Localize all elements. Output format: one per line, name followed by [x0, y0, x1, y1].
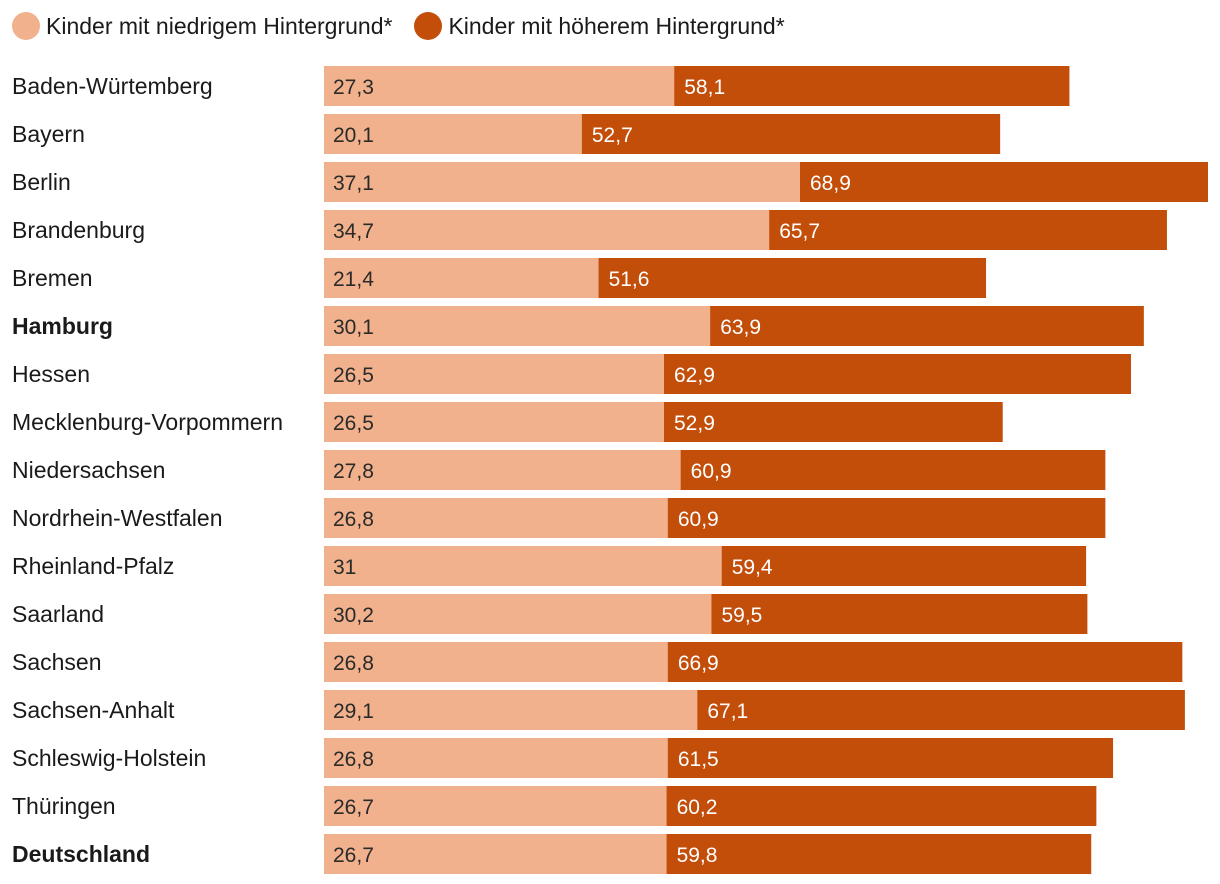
value-label-high: 66,9	[678, 652, 719, 675]
bar-low	[324, 306, 711, 346]
legend-label-low: Kinder mit niedrigem Hintergrund*	[46, 12, 393, 39]
bar-row-deutschland: Deutschland 26,7 59,8	[12, 834, 1092, 874]
value-label-high: 63,9	[720, 316, 761, 339]
value-label-low: 34,7	[333, 220, 374, 243]
value-label-low: 26,5	[333, 412, 374, 435]
bar-row-mecklenburg-vorpommern: Mecklenburg-Vorpommern 26,5 52,9	[12, 402, 1003, 442]
value-label-high: 60,2	[677, 796, 718, 819]
value-label-high: 59,4	[732, 556, 773, 579]
category-label: Sachsen	[12, 649, 102, 675]
bar-low	[324, 786, 667, 826]
value-label-low: 27,8	[333, 460, 374, 483]
value-label-low: 26,8	[333, 652, 374, 675]
category-label: Hessen	[12, 361, 90, 387]
value-label-high: 62,9	[674, 364, 715, 387]
bar-row-nordrhein-westfalen: Nordrhein-Westfalen 26,8 60,9	[12, 498, 1106, 538]
value-label-low: 30,1	[333, 316, 374, 339]
bar-low	[324, 546, 722, 586]
value-label-high: 59,8	[677, 844, 718, 867]
bar-low	[324, 450, 681, 490]
value-label-high: 52,7	[592, 124, 633, 147]
bar-row-baden-würtemberg: Baden-Würtemberg 27,3 58,1	[12, 66, 1070, 106]
value-label-low: 26,8	[333, 508, 374, 531]
bar-low	[324, 642, 668, 682]
category-label: Rheinland-Pfalz	[12, 553, 174, 579]
bar-low	[324, 258, 599, 298]
legend-dot-low-icon	[12, 12, 40, 40]
bar-row-thüringen: Thüringen 26,7 60,2	[12, 786, 1097, 826]
value-label-low: 30,2	[333, 604, 374, 627]
category-label: Deutschland	[12, 841, 150, 867]
value-label-low: 26,7	[333, 796, 374, 819]
legend-label-high: Kinder mit höherem Hintergrund*	[448, 12, 785, 39]
bar-row-hamburg: Hamburg 30,1 63,9	[12, 306, 1144, 346]
value-label-low: 29,1	[333, 700, 374, 723]
bar-low	[324, 162, 800, 202]
bar-row-berlin: Berlin 37,1 68,9	[12, 162, 1208, 202]
bar-row-saarland: Saarland 30,2 59,5	[12, 594, 1088, 634]
value-label-high: 68,9	[810, 172, 851, 195]
bar-low	[324, 114, 582, 154]
legend: Kinder mit niedrigem Hintergrund* Kinder…	[12, 8, 807, 44]
bar-low	[324, 402, 664, 442]
value-label-low: 31	[333, 556, 356, 579]
value-label-high: 60,9	[678, 508, 719, 531]
value-label-high: 52,9	[674, 412, 715, 435]
bar-row-bremen: Bremen 21,4 51,6	[12, 258, 987, 298]
legend-item-low: Kinder mit niedrigem Hintergrund*	[12, 12, 392, 40]
category-label: Hamburg	[12, 313, 113, 339]
bar-low	[324, 690, 698, 730]
value-label-high: 58,1	[684, 76, 725, 99]
category-label: Saarland	[12, 601, 104, 627]
value-label-high: 51,6	[609, 268, 650, 291]
value-label-low: 37,1	[333, 172, 374, 195]
category-label: Niedersachsen	[12, 457, 165, 483]
value-label-low: 26,5	[333, 364, 374, 387]
bar-low	[324, 210, 770, 250]
category-label: Nordrhein-Westfalen	[12, 505, 223, 531]
value-label-high: 61,5	[678, 748, 719, 771]
bar-low	[324, 834, 667, 874]
bar-low	[324, 738, 668, 778]
value-label-high: 59,5	[721, 604, 762, 627]
value-label-low: 21,4	[333, 268, 374, 291]
bar-row-sachsen: Sachsen 26,8 66,9	[12, 642, 1183, 682]
category-label: Bremen	[12, 265, 93, 291]
category-label: Thüringen	[12, 793, 116, 819]
bar-row-rheinland-pfalz: Rheinland-Pfalz 31 59,4	[12, 546, 1087, 586]
category-label: Schleswig-Holstein	[12, 745, 206, 771]
value-label-low: 26,7	[333, 844, 374, 867]
value-label-low: 20,1	[333, 124, 374, 147]
bar-row-bayern: Bayern 20,1 52,7	[12, 114, 1001, 154]
bar-row-brandenburg: Brandenburg 34,7 65,7	[12, 210, 1167, 250]
bar-row-schleswig-holstein: Schleswig-Holstein 26,8 61,5	[12, 738, 1114, 778]
value-label-high: 67,1	[707, 700, 748, 723]
value-label-high: 60,9	[691, 460, 732, 483]
category-label: Sachsen-Anhalt	[12, 697, 175, 723]
value-label-low: 26,8	[333, 748, 374, 771]
bar-row-niedersachsen: Niedersachsen 27,8 60,9	[12, 450, 1106, 490]
bar-low	[324, 594, 712, 634]
legend-dot-high-icon	[414, 12, 443, 40]
value-label-high: 65,7	[779, 220, 820, 243]
category-label: Bayern	[12, 121, 85, 147]
category-label: Berlin	[12, 169, 71, 195]
bar-row-hessen: Hessen 26,5 62,9	[12, 354, 1132, 394]
bar-low	[324, 354, 664, 394]
category-label: Baden-Würtemberg	[12, 73, 213, 99]
category-label: Mecklenburg-Vorpommern	[12, 409, 283, 435]
bar-low	[324, 66, 675, 106]
legend-item-high: Kinder mit höherem Hintergrund*	[414, 12, 785, 40]
category-label: Brandenburg	[12, 217, 145, 243]
bar-low	[324, 498, 668, 538]
bar-row-sachsen-anhalt: Sachsen-Anhalt 29,1 67,1	[12, 690, 1185, 730]
value-label-low: 27,3	[333, 76, 374, 99]
